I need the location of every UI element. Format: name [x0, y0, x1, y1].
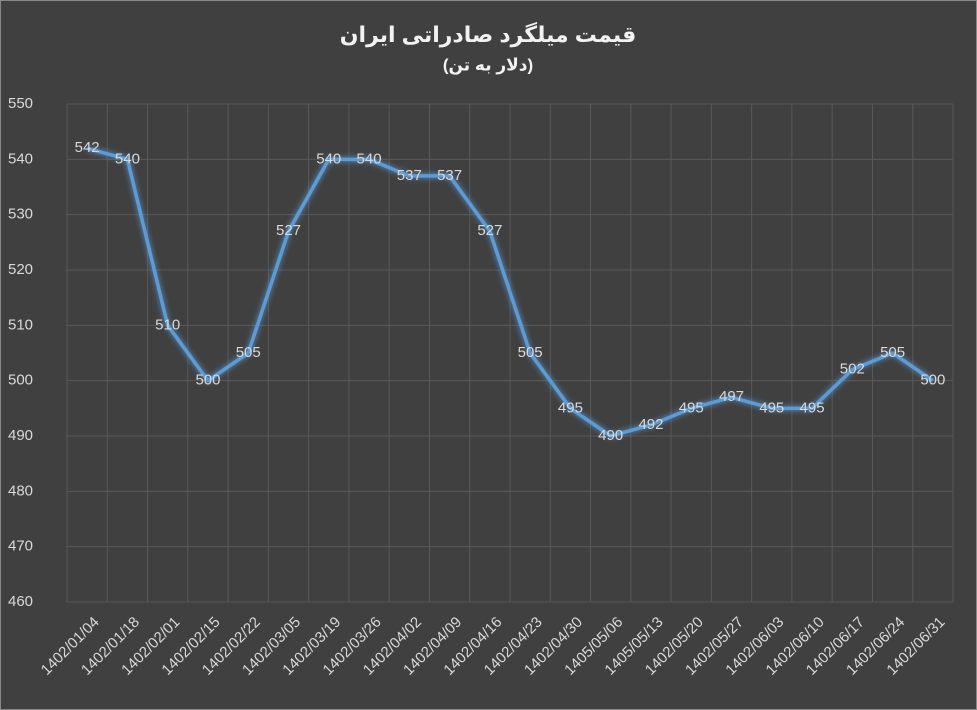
data-label: 490: [598, 427, 623, 444]
data-label: 537: [397, 167, 422, 184]
chart-subtitle: (دلار به تن): [443, 55, 533, 75]
data-label: 495: [759, 399, 784, 416]
y-tick-label: 490: [8, 427, 33, 444]
data-label: 540: [115, 150, 140, 167]
data-label: 537: [437, 167, 462, 184]
y-tick-label: 540: [8, 150, 33, 167]
series-line: [86, 146, 934, 438]
data-label: 540: [316, 150, 341, 167]
data-label: 505: [880, 344, 905, 361]
y-tick-label: 520: [8, 261, 33, 278]
data-label: 500: [195, 372, 220, 389]
data-label: 495: [800, 399, 825, 416]
data-label: 497: [719, 388, 744, 405]
chart-title: قیمت میلگرد صادراتی ایران: [340, 21, 636, 48]
data-label: 527: [477, 222, 502, 239]
data-label: 542: [75, 139, 100, 156]
data-label: 492: [638, 416, 663, 433]
data-label: 527: [276, 222, 301, 239]
data-label: 505: [236, 344, 261, 361]
data-label: 540: [357, 150, 382, 167]
y-tick-label: 550: [8, 95, 33, 112]
data-label: 502: [840, 361, 865, 378]
y-tick-label: 510: [8, 316, 33, 333]
data-label: 505: [518, 344, 543, 361]
y-tick-label: 470: [8, 538, 33, 555]
data-label: 495: [558, 399, 583, 416]
data-label: 510: [155, 316, 180, 333]
y-tick-label: 500: [8, 372, 33, 389]
data-label: 495: [679, 399, 704, 416]
y-tick-label: 480: [8, 482, 33, 499]
y-tick-label: 460: [8, 593, 33, 610]
y-tick-label: 530: [8, 206, 33, 223]
data-label: 500: [920, 372, 945, 389]
